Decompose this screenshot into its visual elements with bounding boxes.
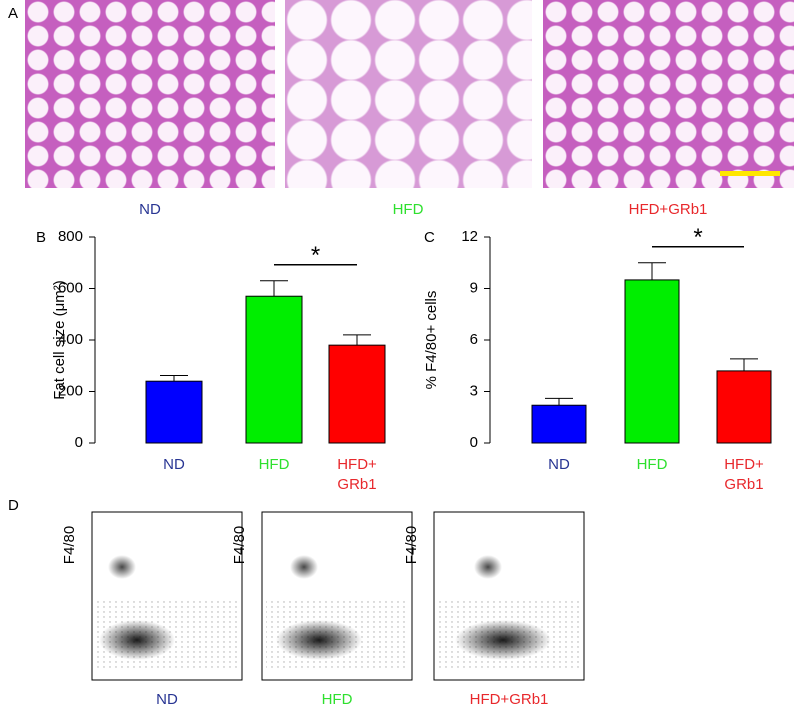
flow-population <box>276 620 362 660</box>
y-tick-label: 200 <box>58 382 83 399</box>
x-tick-label: HFD+ GRb1 <box>337 456 377 493</box>
bar <box>624 279 680 444</box>
scale-bar <box>720 171 780 176</box>
y-tick-label: 800 <box>58 228 83 245</box>
bar <box>328 344 386 444</box>
y-tick-label: 6 <box>470 331 478 348</box>
flow-plot <box>91 511 243 681</box>
flow-label: ND <box>156 691 178 708</box>
flow-population <box>99 620 175 660</box>
micrograph-label: HFD+GRb1 <box>629 201 708 218</box>
y-tick-label: 9 <box>470 279 478 296</box>
bar <box>245 295 303 444</box>
y-axis-label: Fat cell size (μm²) <box>51 280 68 399</box>
panel-label: B <box>36 229 46 246</box>
flow-plot <box>261 511 413 681</box>
micrograph-label: ND <box>139 201 161 218</box>
flow-population <box>290 555 318 579</box>
significance-label: * <box>693 224 702 251</box>
y-axis-label: % F4/80+ cells <box>423 291 440 390</box>
y-tick-label: 0 <box>470 434 478 451</box>
panel-label: C <box>424 229 435 246</box>
flow-population <box>108 555 136 579</box>
flow-y-label: F4/80 <box>403 526 420 564</box>
flow-population <box>455 620 551 660</box>
y-tick-label: 12 <box>461 228 478 245</box>
bar <box>716 370 772 444</box>
micrograph-label: HFD <box>393 201 424 218</box>
flow-y-label: F4/80 <box>61 526 78 564</box>
x-tick-label: HFD <box>259 456 290 473</box>
bar <box>531 404 587 444</box>
flow-plot <box>433 511 585 681</box>
x-tick-label: HFD <box>637 456 668 473</box>
x-tick-label: ND <box>163 456 185 473</box>
y-tick-label: 0 <box>75 434 83 451</box>
y-tick-label: 3 <box>470 382 478 399</box>
flow-label: HFD <box>322 691 353 708</box>
x-tick-label: HFD+ GRb1 <box>724 456 764 493</box>
micrograph <box>25 0 275 188</box>
flow-label: HFD+GRb1 <box>470 691 549 708</box>
flow-population <box>474 555 502 579</box>
micrograph <box>543 0 794 188</box>
y-tick-label: 600 <box>58 279 83 296</box>
bar <box>145 380 203 444</box>
panel-label: A <box>8 5 18 22</box>
flow-y-label: F4/80 <box>231 526 248 564</box>
significance-label: * <box>311 242 320 269</box>
x-tick-label: ND <box>548 456 570 473</box>
panel-label: D <box>8 497 19 514</box>
y-tick-label: 400 <box>58 331 83 348</box>
micrograph <box>285 0 532 188</box>
